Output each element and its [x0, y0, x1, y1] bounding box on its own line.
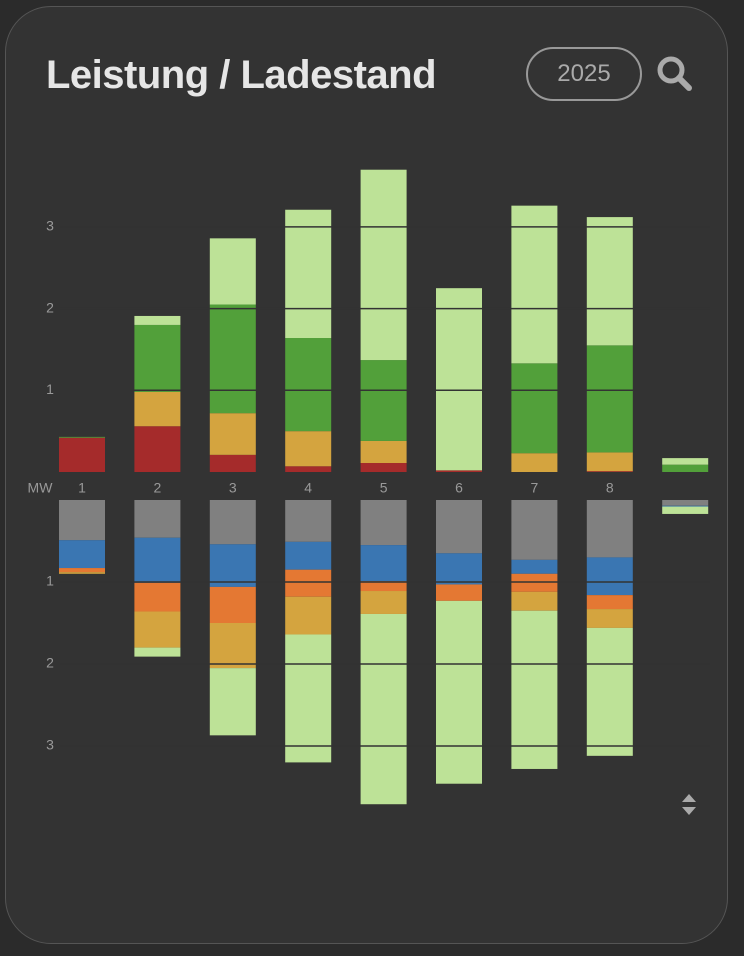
sort-icon[interactable] — [679, 792, 699, 818]
bar — [436, 553, 482, 585]
bar — [360, 463, 407, 472]
x-tick-label: 4 — [304, 480, 312, 496]
bar — [436, 600, 482, 784]
bar — [662, 505, 709, 507]
x-tick-label: 8 — [606, 480, 614, 496]
x-tick-label: 1 — [78, 480, 86, 496]
bar — [436, 288, 482, 471]
bar — [134, 426, 181, 472]
bar — [586, 627, 633, 756]
bar — [586, 609, 633, 628]
bar — [511, 573, 558, 592]
y-tick-label: 3 — [46, 218, 54, 234]
bar — [59, 540, 105, 569]
bar — [511, 591, 558, 611]
bar — [662, 458, 709, 465]
search-icon[interactable] — [654, 53, 698, 97]
bar — [662, 506, 709, 514]
bar — [586, 452, 633, 472]
bar — [59, 500, 105, 541]
bar — [134, 391, 181, 427]
bar — [436, 470, 482, 472]
bar — [360, 360, 407, 441]
bar — [360, 440, 407, 464]
bar — [285, 466, 332, 472]
title: Leistung / Ladestand — [46, 53, 437, 97]
bar — [59, 572, 105, 574]
bar — [586, 500, 633, 558]
bar — [285, 338, 332, 432]
bar — [511, 610, 558, 769]
bar — [209, 500, 256, 545]
bar — [285, 209, 332, 339]
bar — [360, 591, 407, 614]
bar — [59, 568, 105, 573]
bar — [209, 586, 256, 623]
y-tick-label: 2 — [46, 299, 54, 315]
bar — [586, 595, 633, 610]
bar — [134, 647, 181, 657]
x-tick-label: 3 — [229, 480, 237, 496]
bar — [209, 544, 256, 587]
bar — [209, 668, 256, 736]
y-tick-label: 3 — [46, 737, 54, 753]
bar — [134, 324, 181, 392]
y-tick-label: 2 — [46, 655, 54, 671]
bar — [360, 613, 407, 805]
bar — [511, 559, 558, 574]
bar — [360, 169, 407, 361]
bar — [360, 581, 407, 592]
bar — [586, 345, 633, 453]
bar — [134, 537, 181, 583]
bar — [586, 471, 633, 472]
bar — [285, 634, 332, 763]
bar — [511, 205, 558, 364]
bar — [285, 569, 332, 597]
bar — [209, 454, 256, 472]
bar — [59, 436, 105, 438]
bar — [285, 500, 332, 542]
bar — [134, 582, 181, 612]
bar — [511, 453, 558, 472]
bar — [586, 217, 633, 346]
bar — [59, 437, 105, 472]
bar — [209, 413, 256, 455]
bar — [209, 238, 256, 305]
bar — [134, 315, 181, 325]
x-tick-label: 5 — [380, 480, 388, 496]
y-axis-label: MW — [28, 480, 54, 496]
bar — [436, 584, 482, 601]
bar — [285, 596, 332, 635]
bar — [436, 500, 482, 554]
bar — [586, 557, 633, 596]
bar — [134, 500, 181, 538]
bar — [662, 464, 709, 472]
bar — [360, 545, 407, 582]
bar — [209, 623, 256, 669]
y-tick-label: 1 — [46, 573, 54, 589]
bar — [662, 500, 709, 506]
bar — [511, 500, 558, 560]
x-tick-label: 6 — [455, 480, 463, 496]
y-tick-label: 1 — [46, 381, 54, 397]
bar — [134, 611, 181, 648]
x-tick-label: 2 — [154, 480, 162, 496]
bar — [511, 363, 558, 454]
bar — [209, 304, 256, 414]
bar — [285, 431, 332, 467]
x-tick-label: 7 — [531, 480, 539, 496]
bar — [360, 500, 407, 546]
year-button[interactable]: 2025 — [526, 47, 642, 101]
bar — [285, 541, 332, 570]
